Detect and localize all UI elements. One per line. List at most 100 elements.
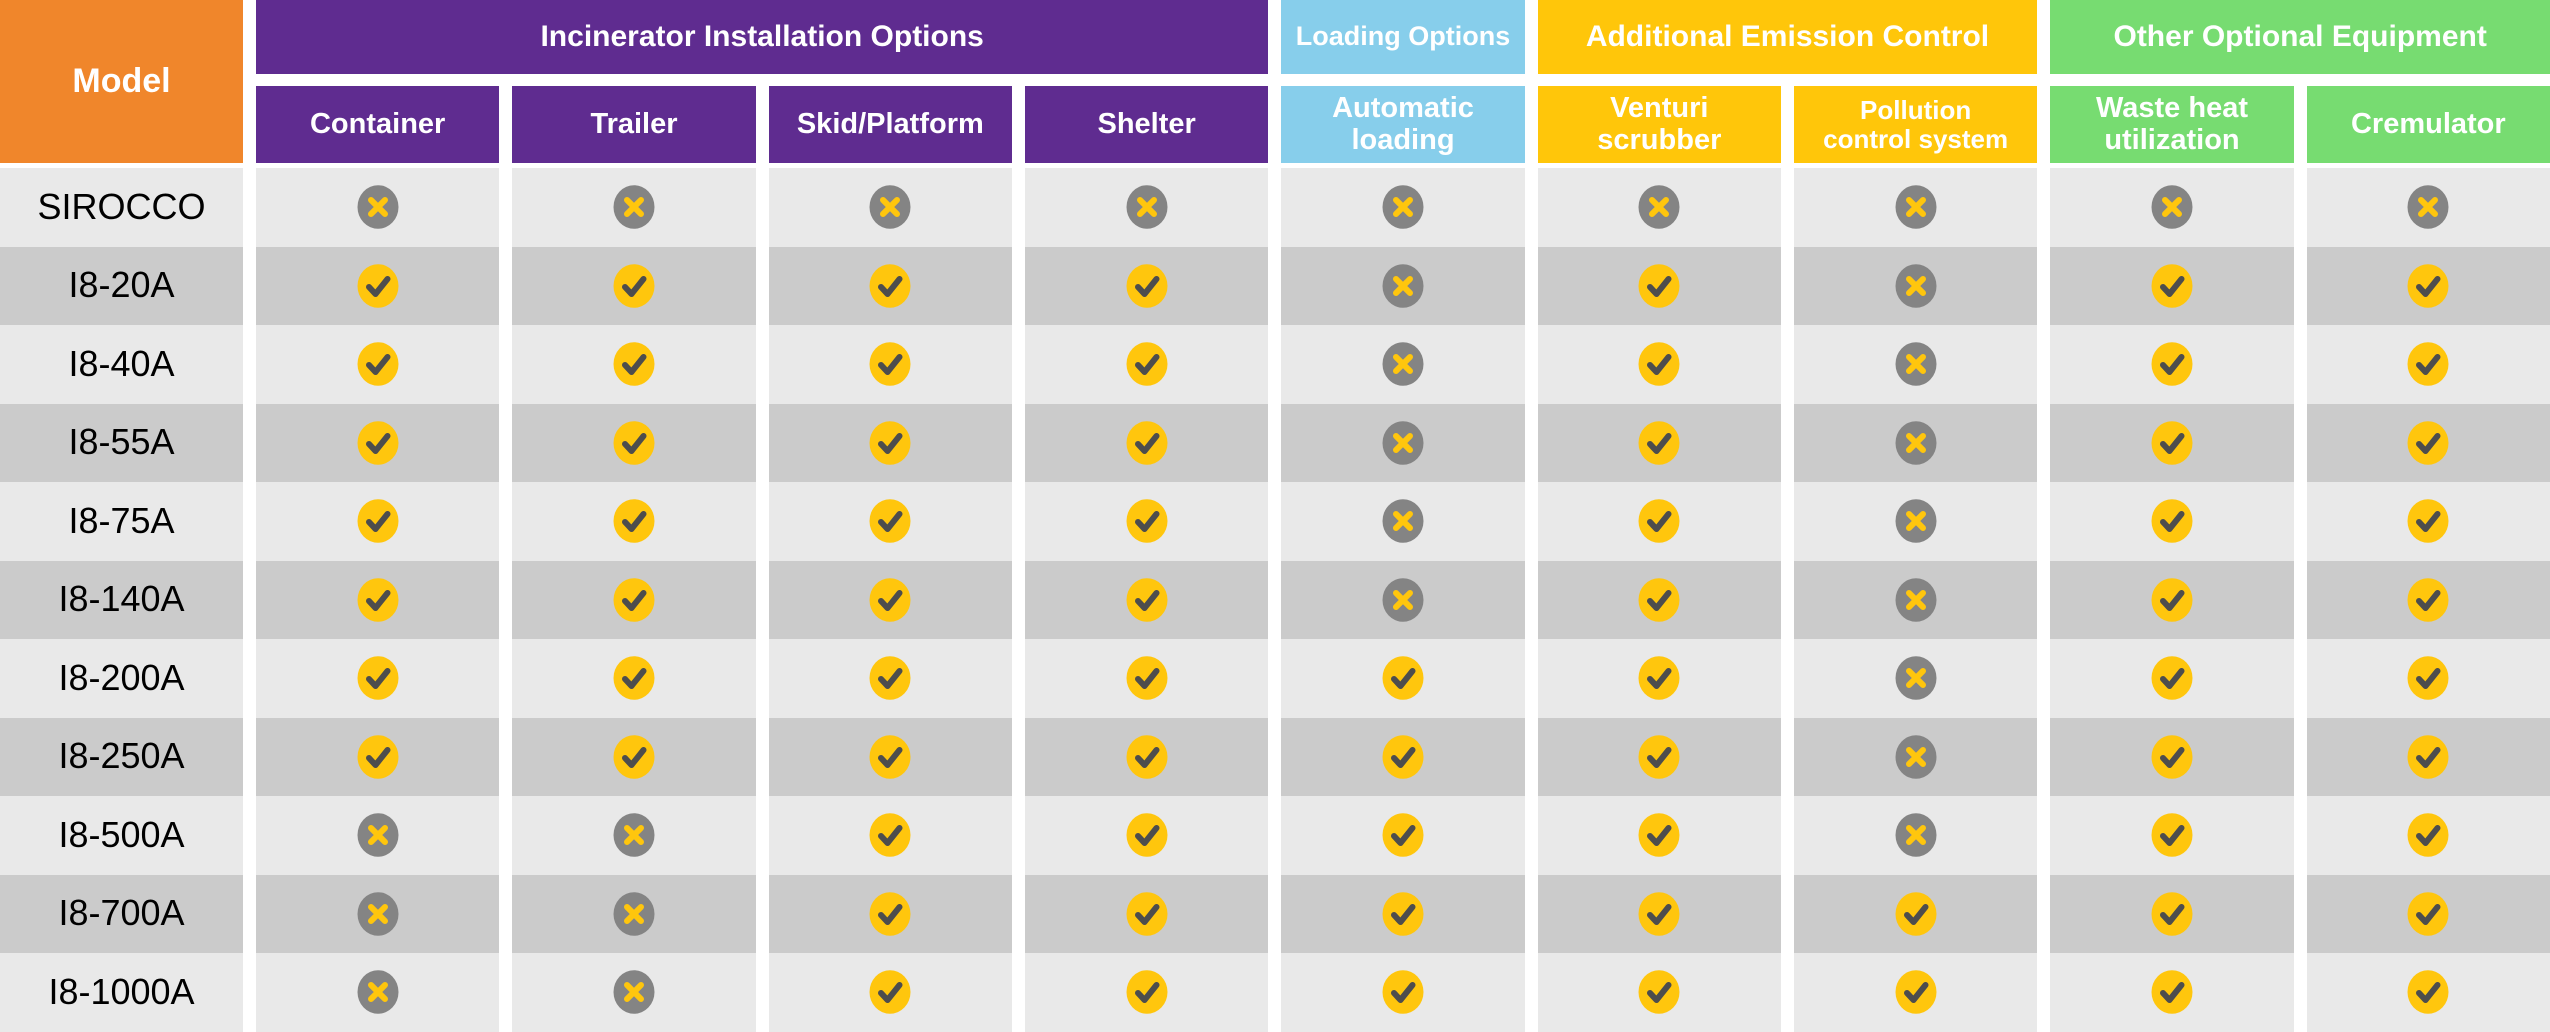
value-cell <box>1537 168 1781 247</box>
check-icon <box>357 420 399 465</box>
check-icon <box>2151 734 2193 779</box>
check-icon <box>1895 891 1937 936</box>
column-header-3: Shelter <box>1024 86 1269 163</box>
value-cell <box>256 168 500 247</box>
check-icon <box>1638 577 1680 622</box>
value-cell <box>256 717 500 796</box>
cross-icon <box>357 813 399 858</box>
table-row: SIROCCO <box>0 168 2550 247</box>
value-cell <box>1024 639 1269 718</box>
value-cell <box>512 168 756 247</box>
value-cell <box>2306 560 2550 639</box>
value-cell <box>512 246 756 325</box>
check-icon <box>357 577 399 622</box>
value-cell <box>1024 168 1269 247</box>
group-header-2: Additional Emission Control <box>1537 0 2038 74</box>
check-icon <box>1638 891 1680 936</box>
cross-icon <box>2407 185 2449 230</box>
value-cell <box>512 639 756 718</box>
check-icon <box>2407 813 2449 858</box>
cross-icon <box>1895 420 1937 465</box>
check-icon <box>2407 970 2449 1015</box>
value-cell <box>768 560 1012 639</box>
value-cell <box>1024 482 1269 561</box>
value-cell <box>2306 953 2550 1032</box>
value-cell <box>2050 796 2294 875</box>
check-icon <box>869 734 911 779</box>
value-cell <box>512 560 756 639</box>
column-header-0: Container <box>256 86 500 163</box>
value-cell <box>1537 874 1781 953</box>
check-icon <box>869 970 911 1015</box>
check-icon <box>2151 813 2193 858</box>
check-icon <box>357 656 399 701</box>
value-cell <box>256 246 500 325</box>
value-cell <box>1024 403 1269 482</box>
model-cell: SIROCCO <box>0 168 243 247</box>
check-icon <box>1638 263 1680 308</box>
cross-icon <box>1895 499 1937 544</box>
value-cell <box>2050 168 2294 247</box>
check-icon <box>869 813 911 858</box>
value-cell <box>1793 953 2038 1032</box>
value-cell <box>768 874 1012 953</box>
value-cell <box>1281 560 1525 639</box>
column-header-4: Automatic loading <box>1281 86 1525 163</box>
value-cell <box>1793 325 2038 404</box>
check-icon <box>613 420 655 465</box>
value-cell <box>256 482 500 561</box>
check-icon <box>2151 891 2193 936</box>
value-cell <box>512 325 756 404</box>
cross-icon <box>1382 263 1424 308</box>
model-cell: I8-1000A <box>0 953 243 1032</box>
check-icon <box>1638 342 1680 387</box>
column-header-7: Waste heat utilization <box>2050 86 2294 163</box>
model-cell: I8-20A <box>0 246 243 325</box>
check-icon <box>1638 813 1680 858</box>
value-cell <box>1793 796 2038 875</box>
check-icon <box>1126 342 1168 387</box>
check-icon <box>613 499 655 544</box>
value-cell <box>1793 246 2038 325</box>
check-icon <box>2151 970 2193 1015</box>
value-cell <box>1024 953 1269 1032</box>
value-cell <box>2050 246 2294 325</box>
check-icon <box>2151 577 2193 622</box>
value-cell <box>768 639 1012 718</box>
check-icon <box>1638 499 1680 544</box>
value-cell <box>1537 403 1781 482</box>
group-header-3: Other Optional Equipment <box>2050 0 2550 74</box>
value-cell <box>768 796 1012 875</box>
cross-icon <box>1382 342 1424 387</box>
value-cell <box>512 796 756 875</box>
cross-icon <box>357 891 399 936</box>
check-icon <box>1126 499 1168 544</box>
table-row: I8-200A <box>0 639 2550 718</box>
value-cell <box>1793 717 2038 796</box>
table-row: I8-700A <box>0 874 2550 953</box>
value-cell <box>1793 482 2038 561</box>
model-column-header: Model <box>0 0 243 163</box>
check-icon <box>1638 420 1680 465</box>
value-cell <box>1281 246 1525 325</box>
check-icon <box>613 656 655 701</box>
value-cell <box>2050 325 2294 404</box>
model-cell: I8-40A <box>0 325 243 404</box>
value-cell <box>512 953 756 1032</box>
check-icon <box>1126 263 1168 308</box>
value-cell <box>256 796 500 875</box>
table-row: I8-1000A <box>0 953 2550 1032</box>
check-icon <box>2407 420 2449 465</box>
value-cell <box>2050 953 2294 1032</box>
check-icon <box>869 577 911 622</box>
check-icon <box>2407 891 2449 936</box>
cross-icon <box>1382 499 1424 544</box>
check-icon <box>357 734 399 779</box>
model-cell: I8-250A <box>0 717 243 796</box>
value-cell <box>2306 246 2550 325</box>
cross-icon <box>2151 185 2193 230</box>
value-cell <box>1281 953 1525 1032</box>
cross-icon <box>1126 185 1168 230</box>
check-icon <box>1895 970 1937 1015</box>
